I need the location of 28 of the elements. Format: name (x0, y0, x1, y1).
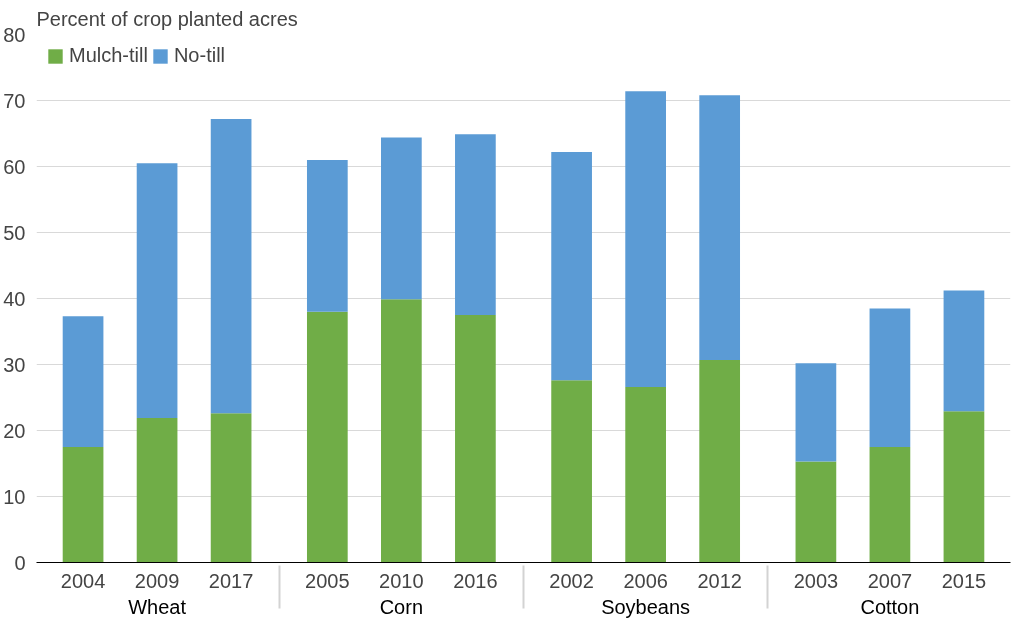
x-tick-label: 2012 (697, 569, 742, 592)
legend-label: Mulch-till (69, 44, 148, 67)
y-tick-label: 40 (3, 287, 26, 310)
y-axis-title: Percent of crop planted acres (36, 7, 298, 30)
x-tick-label: 2007 (867, 569, 913, 592)
y-tick-label: 10 (3, 485, 26, 508)
y-tick-label: 80 (3, 23, 26, 46)
legend-label: No-till (173, 44, 226, 67)
y-tick-label: 30 (3, 353, 26, 376)
y-tick-label: 0 (14, 551, 26, 574)
x-tick-label: 2002 (549, 569, 594, 592)
text: Wheat (128, 595, 187, 618)
x-tick-label: 2010 (379, 569, 424, 592)
y-tick-label: 60 (3, 155, 26, 178)
y-tick-label: 50 (3, 221, 26, 244)
x-tick-label: 2009 (134, 569, 180, 592)
text: Corn (379, 595, 424, 618)
x-tick-label: 2016 (453, 569, 498, 592)
x-tick-label: 2003 (793, 569, 839, 592)
text: Cotton (860, 595, 920, 618)
x-tick-label: 2004 (60, 569, 106, 592)
x-tick-label: 2015 (941, 569, 987, 592)
x-tick-label: 2005 (305, 569, 350, 592)
text: Soybeans (601, 595, 691, 618)
x-tick-label: 2017 (208, 569, 254, 592)
y-tick-label: 70 (3, 89, 26, 112)
x-tick-label: 2006 (623, 569, 668, 592)
y-tick-label: 20 (3, 419, 26, 442)
